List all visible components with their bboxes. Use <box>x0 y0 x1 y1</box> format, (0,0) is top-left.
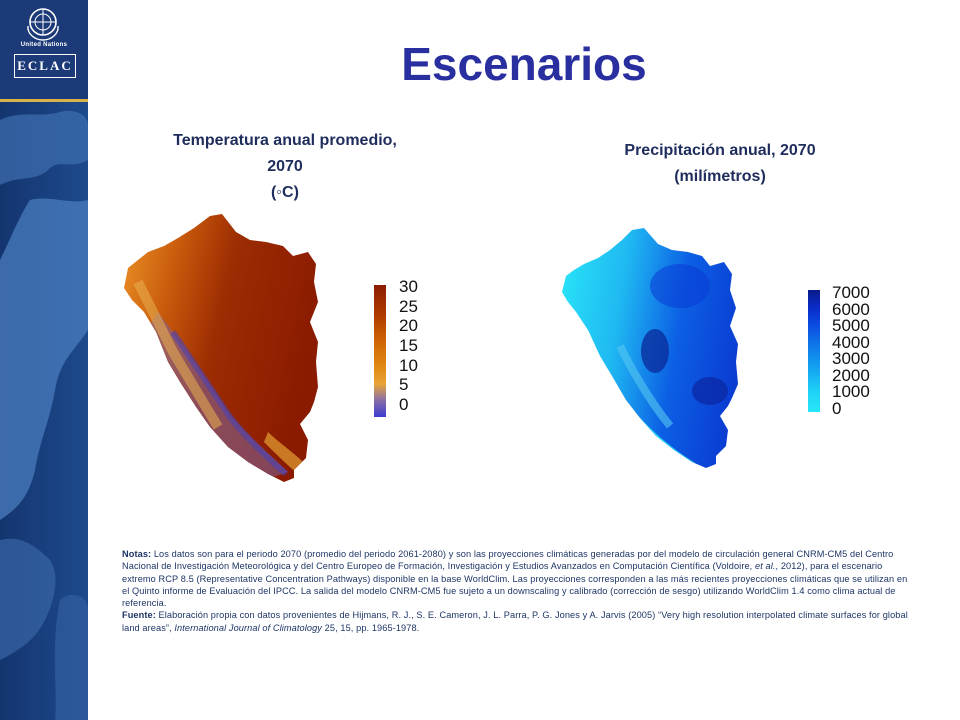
logo-un-text: United Nations <box>20 42 68 48</box>
precipitation-tick-label: 1000 <box>832 382 870 402</box>
world-map-decoration <box>0 0 88 720</box>
temperature-map-fill <box>124 214 318 482</box>
precipitation-map-title: Precipitación anual, 2070 (milímetros) <box>540 138 900 190</box>
precipitation-title-line1: Precipitación anual, 2070 <box>624 142 816 159</box>
notes-text-1: Los datos son para el periodo 2070 (prom… <box>122 549 894 572</box>
temperature-tick-label: 5 <box>399 375 409 395</box>
slide-title: Escenarios <box>401 38 647 90</box>
precipitation-tick-label: 0 <box>832 399 842 418</box>
source-text-2: 25, 15, pp. 1965-1978. <box>324 622 420 633</box>
un-emblem-icon <box>27 8 59 41</box>
logo-eclac-text: ECLAC <box>14 54 76 78</box>
temperature-tick-label: 25 <box>399 296 418 316</box>
sidebar-decoration: United Nations ECLAC <box>0 0 88 720</box>
source-label: Fuente: <box>122 610 156 621</box>
notes-paragraph: Notas: Los datos son para el periodo 207… <box>122 548 912 609</box>
temperature-title-line1: Temperatura anual promedio, <box>173 132 397 149</box>
temperature-tick-label: 0 <box>399 395 409 414</box>
precipitation-tick-label: 7000 <box>832 283 870 302</box>
source-italic: International Journal of Climatology <box>174 622 322 633</box>
temperature-map-title: Temperatura anual promedio, 2070 (◦C) <box>120 128 450 206</box>
temperature-tick-label: 30 <box>399 277 418 296</box>
source-text-1: Elaboración propia con datos proveniente… <box>122 610 908 633</box>
logo-area: United Nations ECLAC <box>0 0 88 100</box>
notes-block: Notas: Los datos son para el periodo 207… <box>122 548 912 634</box>
notes-text-2: , 2012), para el escenario extremo RCP 8… <box>122 561 908 609</box>
precipitation-map-fill <box>562 228 738 468</box>
precipitation-colorbar <box>808 290 820 417</box>
temperature-tick-label: 20 <box>399 316 418 336</box>
temperature-tick-label: 10 <box>399 355 418 375</box>
precipitation-tick-label: 4000 <box>832 332 870 352</box>
notes-label: Notas: <box>122 549 152 559</box>
temperature-tick-label: 15 <box>399 336 418 355</box>
temperature-title-line3: (◦C) <box>271 184 299 201</box>
temperature-colorbar <box>374 285 386 422</box>
logo-divider <box>0 99 88 102</box>
precipitation-tick-label: 3000 <box>832 349 870 369</box>
notes-italic: et al. <box>755 561 776 572</box>
temperature-map <box>124 214 318 482</box>
precipitation-title-line2: (milímetros) <box>674 168 766 185</box>
precipitation-tick-label: 2000 <box>832 365 870 385</box>
precipitation-map <box>562 228 738 468</box>
temperature-title-line2: 2070 <box>267 158 303 175</box>
precipitation-tick-label: 6000 <box>832 299 870 319</box>
source-paragraph: Fuente: Elaboración propia con datos pro… <box>122 609 912 634</box>
precipitation-tick-label: 5000 <box>832 316 870 336</box>
temperature-colorbar-ramp <box>374 285 386 417</box>
precipitation-colorbar-ramp <box>808 290 820 412</box>
